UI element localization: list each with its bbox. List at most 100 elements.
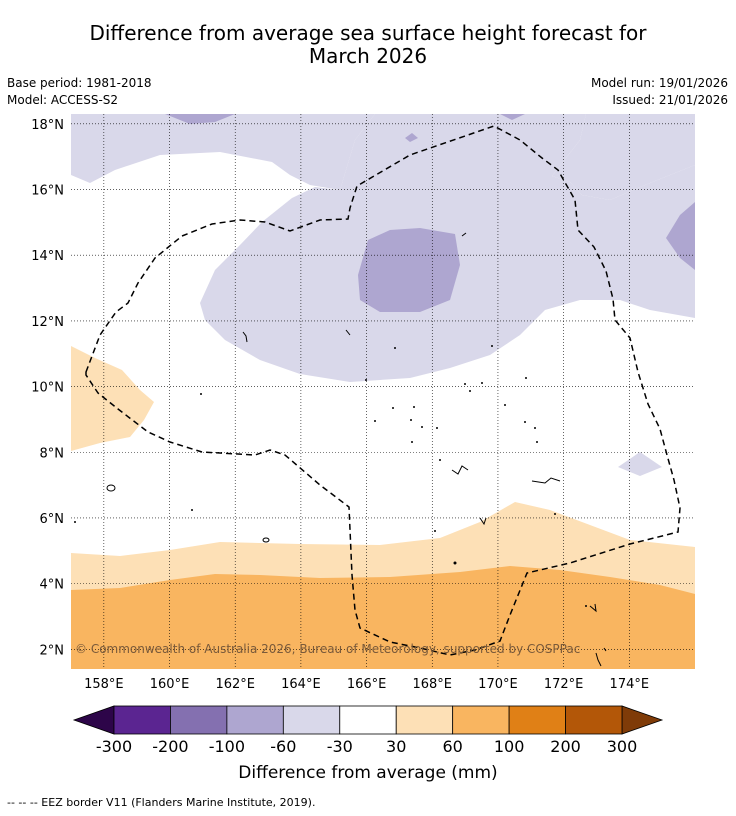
atoll: [392, 407, 394, 409]
lon-label: 162°E: [215, 677, 255, 692]
lon-label: 174°E: [610, 677, 650, 692]
island: [262, 537, 270, 543]
lat-label: 10°N: [31, 381, 64, 396]
copyright-text: © Commonwealth of Australia 2026, Bureau…: [75, 642, 580, 656]
island: [451, 465, 469, 475]
atoll: [585, 605, 587, 607]
colorbar-extend-low: [72, 705, 115, 735]
colorbar-tick-label: 100: [494, 737, 525, 756]
atoll: [453, 561, 457, 565]
lat-label: 14°N: [31, 249, 64, 264]
atoll: [434, 530, 436, 532]
colorbar-tick-label: 200: [550, 737, 581, 756]
atoll: [504, 404, 506, 406]
lon-label: 170°E: [478, 677, 518, 692]
atoll: [491, 345, 493, 347]
atoll: [436, 427, 438, 429]
lat-label: 2°N: [40, 643, 65, 658]
longitude-labels: 158°E 160°E 162°E 164°E 166°E 168°E 170°E 172°E…: [84, 677, 649, 692]
atoll-dots: [74, 345, 587, 607]
region-neg100-c: [666, 202, 695, 270]
atoll: [374, 420, 376, 422]
atoll: [464, 383, 466, 385]
atoll: [365, 379, 367, 381]
meta-right: Model run: 19/01/2026 Issued: 21/01/2026: [591, 75, 728, 109]
island: [461, 232, 467, 237]
colorbar-swatch: [226, 705, 284, 735]
gridlines: [71, 114, 695, 669]
island: [345, 329, 351, 336]
lon-label: 158°E: [84, 677, 124, 692]
atoll: [413, 406, 415, 408]
colorbar-tick-label: -60: [270, 737, 296, 756]
sea-surface-height-field: [71, 114, 695, 669]
colorbar-tick-label: -100: [209, 737, 245, 756]
chart-title: Difference from average sea surface heig…: [0, 22, 736, 68]
lon-label: 172°E: [544, 677, 584, 692]
issued-date: Issued: 21/01/2026: [612, 93, 728, 107]
island: [603, 647, 607, 652]
atoll: [394, 347, 396, 349]
region-neg100-a: [165, 114, 235, 124]
atoll: [411, 441, 413, 443]
region-neg100-e: [500, 114, 525, 120]
colorbar-label: Difference from average (mm): [238, 763, 498, 783]
colorbar-tick-label: -300: [96, 737, 132, 756]
colorbar-swatch: [113, 705, 171, 735]
atoll: [534, 427, 536, 429]
lon-label: 168°E: [412, 677, 452, 692]
atoll: [525, 377, 527, 379]
colorbar-swatch: [508, 705, 566, 735]
colorbar: -300 -200 -100 -60 -30 30 60 100 200 300: [72, 705, 664, 756]
colorbar-tick-label: -30: [327, 737, 353, 756]
lat-label: 8°N: [40, 446, 65, 461]
region-neg100-d: [405, 133, 418, 142]
island: [242, 331, 248, 343]
lat-label: 12°N: [31, 315, 64, 330]
latitude-labels: 18°N 16°N 14°N 12°N 10°N 8°N 6°N 4°N 2°N: [31, 118, 64, 658]
region-neg60-small: [618, 452, 662, 476]
region-pos60-south: [71, 566, 695, 669]
atoll: [421, 426, 423, 428]
title-line-2: March 2026: [308, 44, 428, 68]
colorbar-tick-label: 30: [386, 737, 406, 756]
island: [106, 484, 116, 492]
colorbar-swatch: [565, 705, 623, 735]
model-run: Model run: 19/01/2026: [590, 76, 728, 90]
region-pos30-west: [71, 346, 154, 451]
colorbar-swatch: [452, 705, 510, 735]
island: [589, 603, 597, 613]
colorbar-tick-label: 60: [442, 737, 462, 756]
colorbar-swatch: [395, 705, 454, 735]
lat-label: 6°N: [40, 512, 65, 527]
colorbar-extend-high: [621, 705, 664, 735]
island: [531, 477, 561, 484]
atoll: [554, 513, 556, 515]
base-period: Base period: 1981-2018: [7, 76, 152, 90]
eez-footnote: -- -- -- EEZ border V11 (Flanders Marine…: [7, 796, 316, 809]
atoll: [200, 393, 202, 395]
region-neg100-b: [358, 228, 460, 312]
lat-label: 16°N: [31, 184, 64, 199]
atoll: [524, 421, 526, 423]
lat-label: 18°N: [31, 118, 64, 133]
meta-left: Base period: 1981-2018 Model: ACCESS-S2: [7, 75, 152, 109]
atoll: [469, 390, 471, 392]
eez-border: [85, 125, 681, 656]
title-line-1: Difference from average sea surface heig…: [89, 21, 647, 45]
islands: [106, 232, 607, 667]
colorbar-swatch: [170, 705, 228, 735]
colorbar-tick-label: 300: [607, 737, 638, 756]
atoll: [74, 521, 76, 523]
island: [595, 652, 602, 667]
lat-label: 4°N: [40, 578, 65, 593]
atoll: [481, 382, 483, 384]
colorbar-swatch: [282, 705, 341, 735]
region-neg60-north: [71, 114, 695, 200]
atoll: [410, 419, 412, 421]
island: [479, 517, 487, 526]
colorbar-tick-label: -200: [152, 737, 188, 756]
atoll: [439, 459, 441, 461]
colorbar-swatch: [339, 705, 397, 735]
